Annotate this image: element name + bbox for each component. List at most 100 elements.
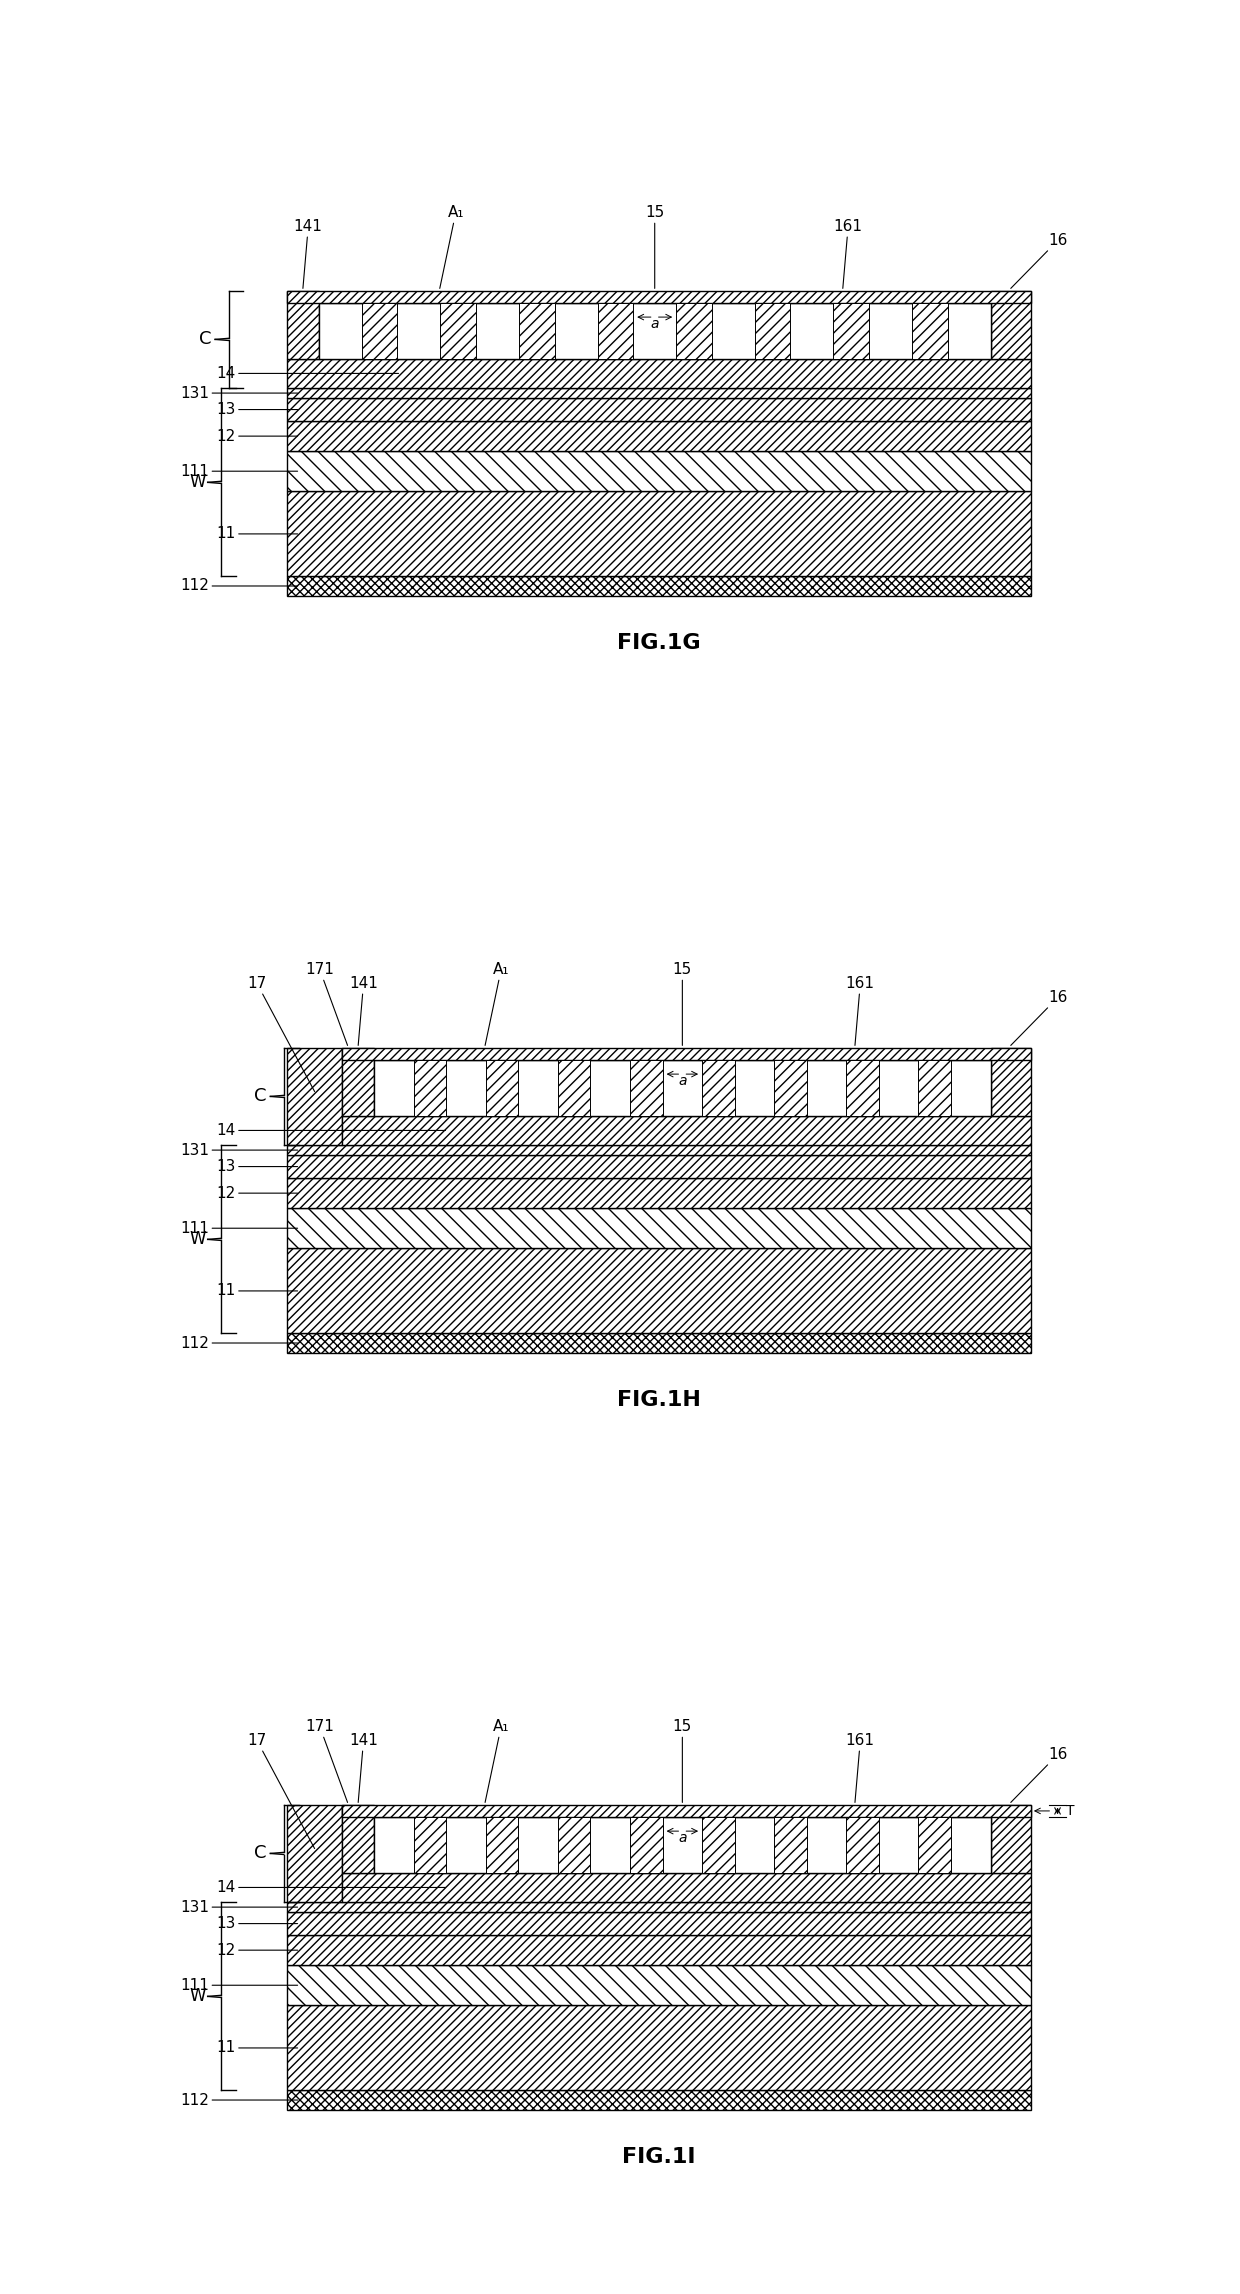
Bar [286,2005,1030,2090]
Text: 12: 12 [217,429,298,443]
Text: 15: 15 [645,206,665,289]
Bar [374,1060,991,1115]
Text: A₁: A₁ [485,1720,510,1803]
Bar [702,1060,735,1115]
Text: 161: 161 [833,220,863,289]
Text: 14: 14 [217,1881,445,1895]
Text: A₁: A₁ [485,963,510,1046]
Bar [919,1060,951,1115]
Bar [286,388,1030,397]
Text: 17: 17 [248,1734,315,1849]
Text: 16: 16 [1011,991,1068,1046]
Bar [286,1936,1030,1966]
Text: 11: 11 [217,525,298,541]
Text: W: W [190,1230,206,1248]
Text: 14: 14 [217,367,398,381]
Bar [342,1805,374,1872]
Bar [286,422,1030,452]
Bar [286,1248,1030,1333]
Bar [847,1060,879,1115]
Text: W: W [190,1987,206,2005]
Bar [286,1048,342,1145]
Bar [414,1060,446,1115]
Bar [374,1817,991,1872]
Text: 15: 15 [673,1720,692,1803]
Text: 131: 131 [180,1142,298,1158]
Bar [414,1817,446,1872]
Text: W: W [190,473,206,491]
Bar [286,291,1030,303]
Bar [286,397,1030,422]
Bar [286,1966,1030,2005]
Bar [286,1805,342,1902]
Bar [342,1048,374,1115]
Bar [286,291,319,358]
Text: 171: 171 [305,963,347,1046]
Bar [991,1048,1030,1115]
Bar [342,1048,1030,1060]
Text: 131: 131 [180,385,298,401]
Bar [286,1179,1030,1209]
Text: 141: 141 [294,220,322,289]
Text: 111: 111 [181,1220,298,1236]
Text: 12: 12 [217,1943,298,1957]
Text: FIG.1G: FIG.1G [618,633,701,654]
Bar [847,1817,879,1872]
Text: 131: 131 [180,1899,298,1915]
Bar [598,303,634,358]
Text: C: C [198,330,211,349]
Bar [991,291,1030,358]
Text: 16: 16 [1011,234,1068,289]
Bar [440,303,476,358]
Text: a: a [651,317,658,330]
Text: 161: 161 [846,977,874,1046]
Text: 13: 13 [217,1915,298,1932]
Bar [286,1209,1030,1248]
Bar [991,1805,1030,1872]
Text: 17: 17 [248,977,315,1092]
Bar [911,303,947,358]
Bar [286,1154,1030,1179]
Bar [774,1060,807,1115]
Bar [486,1817,518,1872]
Text: 14: 14 [217,1124,445,1138]
Text: 111: 111 [181,463,298,479]
Bar [630,1060,662,1115]
Bar [558,1817,590,1872]
Bar [520,303,554,358]
Bar [362,303,398,358]
Bar [919,1817,951,1872]
Bar [286,452,1030,491]
Text: T: T [1066,1803,1075,1817]
Bar [286,576,1030,596]
Text: 141: 141 [348,977,378,1046]
Bar [319,303,991,358]
Text: FIG.1H: FIG.1H [618,1390,701,1411]
Text: C: C [254,1087,267,1106]
Bar [286,491,1030,576]
Text: A₁: A₁ [440,206,464,289]
Bar [755,303,790,358]
Bar [486,1060,518,1115]
Text: 16: 16 [1011,1748,1068,1803]
Text: 15: 15 [673,963,692,1046]
Text: 171: 171 [305,1720,347,1803]
Bar [286,1145,1030,1154]
Text: 112: 112 [181,1335,298,1351]
Text: 11: 11 [217,2039,298,2055]
Bar [558,1060,590,1115]
Text: 13: 13 [217,1158,298,1175]
Bar [630,1817,662,1872]
Bar [286,1333,1030,1353]
Bar [286,2090,1030,2110]
Bar [342,1805,1030,1817]
Text: a: a [678,1831,687,1844]
Text: a: a [678,1074,687,1087]
Text: 112: 112 [181,578,298,594]
Bar [286,358,1030,388]
Bar [342,1115,1030,1145]
Text: 11: 11 [217,1282,298,1298]
Text: 13: 13 [217,401,298,418]
Bar [702,1817,735,1872]
Bar [342,1872,1030,1902]
